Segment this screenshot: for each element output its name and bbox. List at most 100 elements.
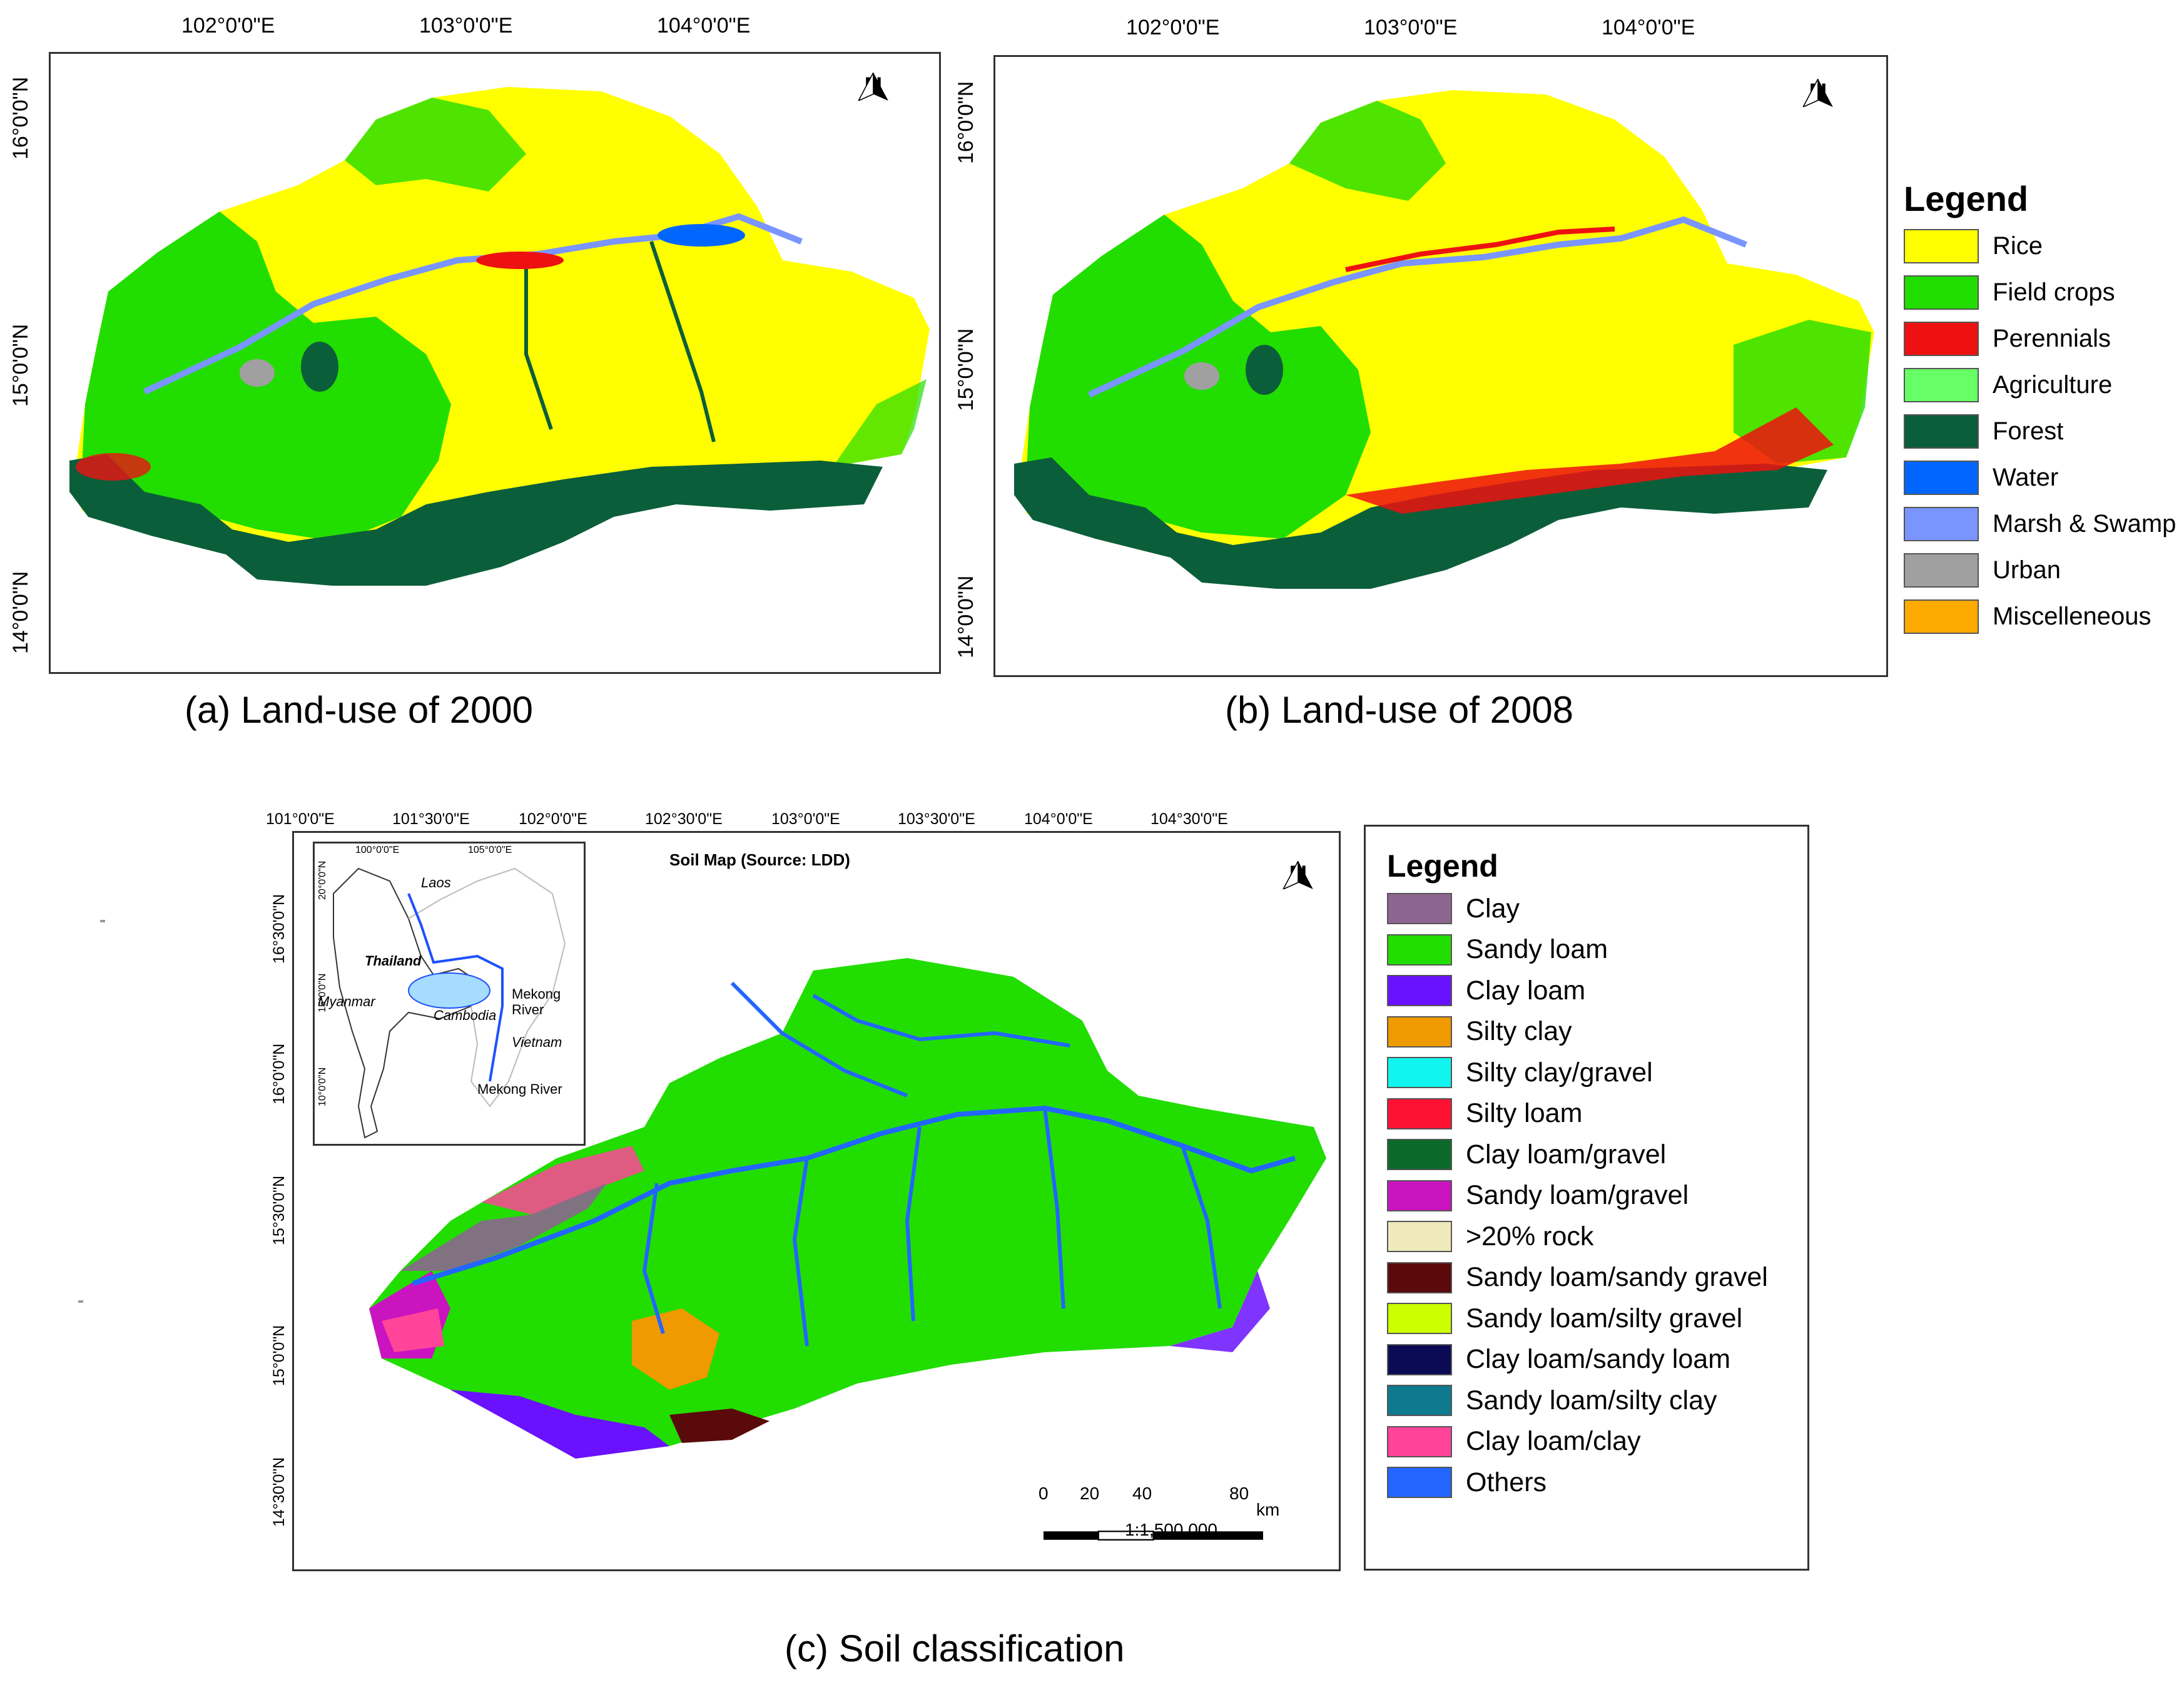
legend-swatch xyxy=(1904,322,1979,356)
inset-study-area xyxy=(408,972,490,1009)
map-c-lat-label: 16°30'0"N xyxy=(270,894,288,964)
legend-swatch xyxy=(1904,461,1979,495)
legend-item: Sandy loam/sandy gravel xyxy=(1387,1262,1786,1293)
map-a-lat-label: 14°0'0"N xyxy=(9,571,33,654)
inset-lat-label: 20°0'0"N xyxy=(317,860,328,900)
north-arrow-icon xyxy=(1282,861,1313,889)
map-b-river xyxy=(1087,216,1747,398)
map-b-lat-label: 14°0'0"N xyxy=(954,575,978,658)
legend-item: Perennials xyxy=(1904,322,2176,356)
legend-item: Clay loam/clay xyxy=(1387,1425,1786,1457)
map-c-region-silty-clay xyxy=(632,1308,719,1390)
inset-neighbour-outline xyxy=(408,867,566,1108)
legend-label: Sandy loam/gravel xyxy=(1466,1180,1689,1210)
inset-label-mekong-river: Mekong xyxy=(512,986,561,1002)
map-b-perennial-river xyxy=(1345,227,1615,272)
map-c-region-clay-loam-clay-west xyxy=(382,1308,444,1352)
legend-item: Clay loam/sandy loam xyxy=(1387,1343,1786,1375)
legend-swatch xyxy=(1387,1098,1452,1129)
map-b-north-arrow: N xyxy=(1787,79,1849,107)
legend-label: Miscelleneous xyxy=(1993,603,2151,630)
legend-swatch xyxy=(1387,975,1452,1006)
inset-mekong-river xyxy=(407,893,504,1082)
legend-swatch xyxy=(1904,599,1979,634)
inset-map xyxy=(333,867,566,1139)
legend-title: Legend xyxy=(1387,849,1498,884)
map-a-caption: (a) Land-use of 2000 xyxy=(185,689,534,731)
map-a-lat-label: 15°0'0"N xyxy=(9,324,33,407)
legend-item: >20% rock xyxy=(1387,1221,1786,1252)
legend-item: Rice xyxy=(1904,229,2176,263)
map-c-lon-label: 104°30'0"E xyxy=(1150,810,1228,828)
map-a-lon-label: 104°0'0"E xyxy=(657,14,751,38)
north-arrow-icon xyxy=(858,73,888,101)
legend-swatch xyxy=(1387,1139,1452,1170)
legend-item: Agriculture xyxy=(1904,368,2176,402)
map-c-lon-label: 103°30'0"E xyxy=(898,810,975,828)
inset-lon-label: 105°0'0"E xyxy=(468,845,512,855)
legend-label: Field crops xyxy=(1993,278,2115,306)
inset-label-vietnam: Vietnam xyxy=(512,1034,562,1050)
legend-item: Silty clay xyxy=(1387,1016,1786,1047)
scale-unit: km xyxy=(1256,1500,1280,1519)
map-c-title: Soil Map (Source: LDD) xyxy=(669,850,850,869)
scale-ratio: 1:1,500,000 xyxy=(1125,1520,1217,1539)
map-a-perennial-west xyxy=(76,453,151,481)
inset-label-laos: Laos xyxy=(421,875,451,890)
legend-swatch xyxy=(1387,1262,1452,1293)
map-c-scale-bar: 0 20 40 80 km 1:1,500,000 xyxy=(1039,1484,1279,1541)
map-a-north-arrow: N xyxy=(842,73,905,101)
map-b-lon-label: 102°0'0"E xyxy=(1126,16,1220,39)
map-b-frame[interactable]: N xyxy=(993,55,1888,677)
legend-swatch xyxy=(1904,507,1979,541)
map-c-region-clay-loam-east xyxy=(1170,1271,1270,1352)
inset-label-thailand: Thailand xyxy=(365,953,422,969)
map-c-frame[interactable]: Soil Map (Source: LDD) N 100°0'0"E 105°0… xyxy=(292,831,1341,1571)
scale-tick-label: 40 xyxy=(1132,1484,1152,1503)
legend-label: Clay xyxy=(1466,893,1520,924)
legend-label: Perennials xyxy=(1993,325,2111,352)
legend-swatch xyxy=(1387,1016,1452,1047)
legend-item: Clay loam/gravel xyxy=(1387,1139,1786,1170)
scale-tick-label: 80 xyxy=(1229,1484,1249,1503)
legend-item: Water xyxy=(1904,461,2176,495)
north-arrow-icon xyxy=(1802,79,1833,107)
legend-label: Silty clay xyxy=(1466,1016,1572,1046)
stray-mark xyxy=(78,1300,83,1303)
legend-item: Miscelleneous xyxy=(1904,599,2176,634)
legend-swatch xyxy=(1904,368,1979,402)
map-c-caption: (c) Soil classification xyxy=(785,1628,1125,1669)
legend-label: Clay loam/gravel xyxy=(1466,1139,1667,1170)
legend-swatch xyxy=(1387,1057,1452,1088)
map-c-region-clay-loam-south xyxy=(450,1390,669,1459)
map-c-lon-label: 104°0'0"E xyxy=(1024,810,1093,828)
map-c-lat-label: 16°0'0"N xyxy=(270,1043,288,1104)
scale-tick-label: 20 xyxy=(1080,1484,1100,1503)
map-b-landuse xyxy=(1014,90,1874,589)
map-c-inset[interactable]: 100°0'0"E 105°0'0"E 20°0'0"N 15°0'0"N 10… xyxy=(313,842,586,1146)
legend-swatch xyxy=(1387,1303,1452,1334)
map-c-lon-label: 102°0'0"E xyxy=(519,810,587,828)
legend-title: Legend xyxy=(1904,179,2029,218)
inset-label-cambodia: Cambodia xyxy=(434,1007,497,1023)
map-c-lon-label: 103°0'0"E xyxy=(771,810,840,828)
legend-label: Sandy loam/sandy gravel xyxy=(1466,1262,1768,1292)
legend-item: Sandy loam xyxy=(1387,934,1786,966)
map-a-region-forest xyxy=(69,454,883,586)
inset-lat-label: 10°0'0"N xyxy=(317,1067,328,1106)
legend-label: Sandy loam xyxy=(1466,934,1608,964)
map-b-lat-label: 15°0'0"N xyxy=(954,328,978,411)
map-c-lat-label: 15°30'0"N xyxy=(270,1175,288,1245)
soil-legend-items: Clay Sandy loam Clay loam Silty clay Silty c… xyxy=(1387,893,1786,1498)
map-b-forest-patch xyxy=(1246,345,1283,395)
legend-item: Marsh & Swamp xyxy=(1904,507,2176,541)
legend-item: Clay xyxy=(1387,893,1786,924)
map-b-lon-label: 103°0'0"E xyxy=(1364,16,1458,39)
legend-swatch xyxy=(1387,893,1452,924)
legend-swatch xyxy=(1387,1467,1452,1498)
inset-label-mekong-river-bottom: Mekong River xyxy=(477,1081,562,1097)
map-c-river-north xyxy=(812,994,1070,1047)
map-a-landuse xyxy=(69,87,930,586)
map-a-frame[interactable]: N xyxy=(49,52,941,674)
legend-swatch xyxy=(1387,1180,1452,1211)
